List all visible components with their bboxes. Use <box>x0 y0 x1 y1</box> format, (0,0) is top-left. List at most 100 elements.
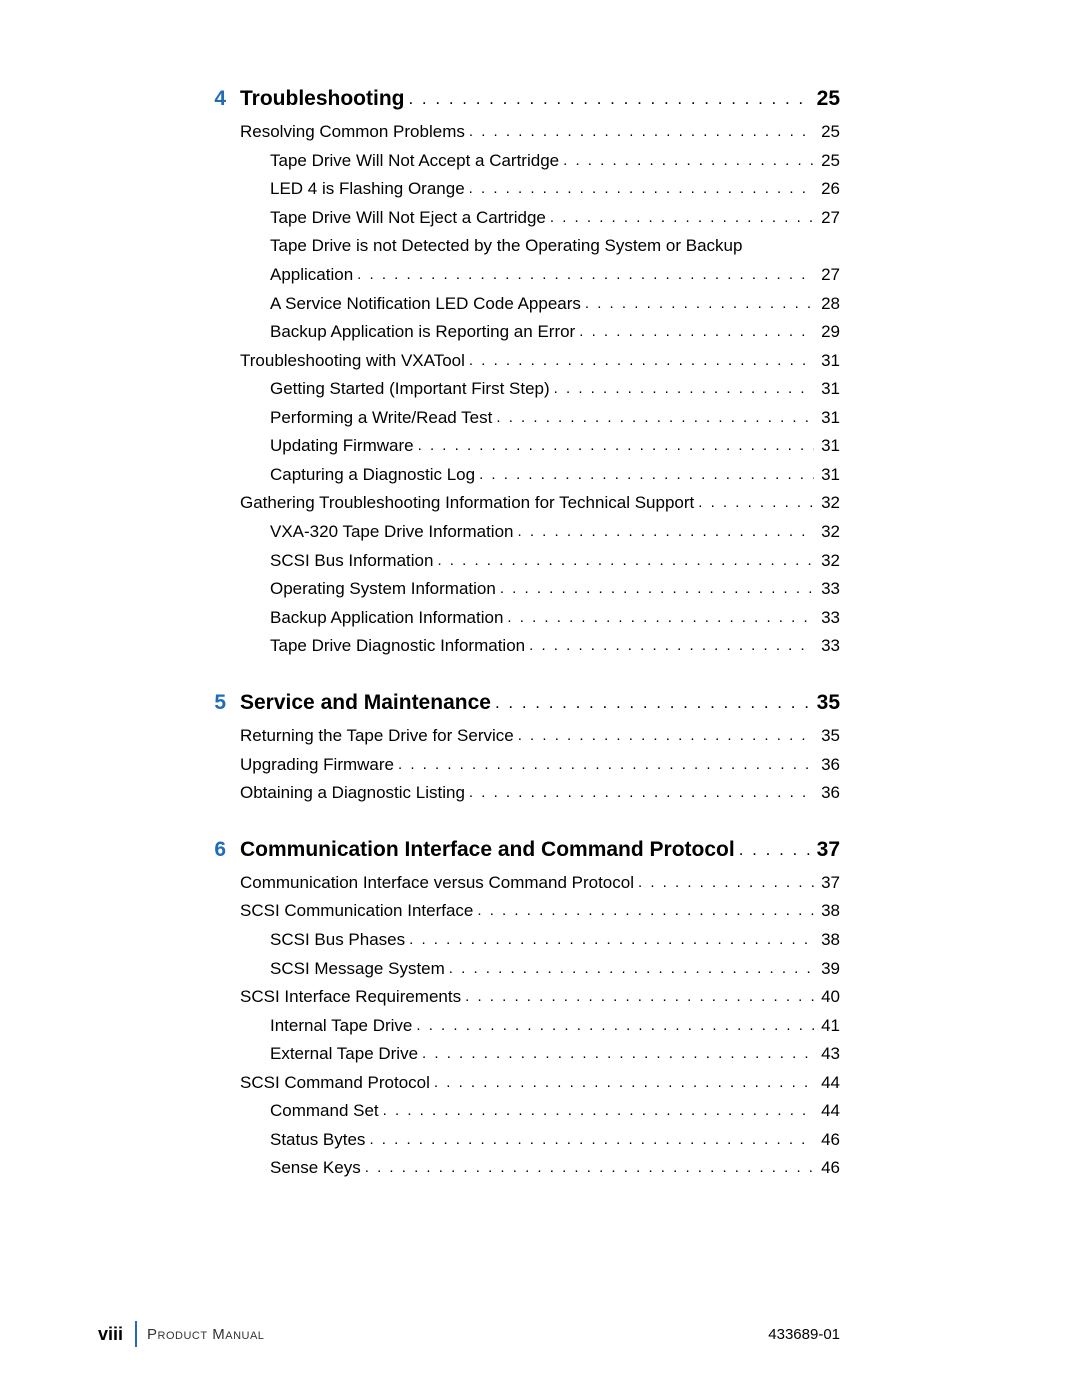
toc-entry-page: 32 <box>814 518 840 547</box>
toc-entry-text: Updating Firmware <box>270 432 414 461</box>
toc-entry-text: Communication Interface versus Command P… <box>240 869 634 898</box>
toc-leader-dots: . . . . . . . . . . . . . . . . . . . . … <box>492 405 814 430</box>
toc-entry[interactable]: Updating Firmware. . . . . . . . . . . .… <box>240 432 840 461</box>
toc-entry[interactable]: Sense Keys. . . . . . . . . . . . . . . … <box>240 1154 840 1183</box>
toc-entry-text: Sense Keys <box>270 1154 361 1183</box>
toc-entry[interactable]: SCSI Bus Information. . . . . . . . . . … <box>240 547 840 576</box>
toc-entry[interactable]: SCSI Message System. . . . . . . . . . .… <box>240 955 840 984</box>
toc-leader-dots: . . . . . . . . . . . . . . . . . . . . … <box>433 548 814 573</box>
toc-entry[interactable]: SCSI Communication Interface. . . . . . … <box>240 897 840 926</box>
toc-leader-dots: . . . . . . . . . . . . . . . . . . . . … <box>418 1041 814 1066</box>
toc-leader-dots: . . . . . . . . . . . . . . . . . . . . … <box>404 88 812 110</box>
toc-entry[interactable]: External Tape Drive. . . . . . . . . . .… <box>240 1040 840 1069</box>
toc-leader-dots: . . . . . . . . . . . . . . . . . . . . … <box>473 898 814 923</box>
toc-chapter-title: Troubleshooting <box>240 85 404 112</box>
toc-entry[interactable]: Operating System Information. . . . . . … <box>240 575 840 604</box>
toc-entry[interactable]: SCSI Command Protocol. . . . . . . . . .… <box>240 1069 840 1098</box>
toc-entry-text: Tape Drive Diagnostic Information <box>270 632 525 661</box>
toc-leader-dots: . . . . . . . . . . . . . . . . . . . . … <box>496 576 814 601</box>
toc-chapter-number: 6 <box>204 836 240 863</box>
toc-leader-dots: . . . . . . . . . . . . . . . . . . . . … <box>379 1098 814 1123</box>
toc-entry-text: Capturing a Diagnostic Log <box>270 461 475 490</box>
toc-entry[interactable]: Resolving Common Problems. . . . . . . .… <box>240 118 840 147</box>
toc-chapter-heading[interactable]: 6Communication Interface and Command Pro… <box>240 836 840 863</box>
toc-entry-text: Command Set <box>270 1097 379 1126</box>
toc-entry[interactable]: Command Set. . . . . . . . . . . . . . .… <box>240 1097 840 1126</box>
toc-entry[interactable]: LED 4 is Flashing Orange. . . . . . . . … <box>240 175 840 204</box>
toc-entry[interactable]: Internal Tape Drive. . . . . . . . . . .… <box>240 1012 840 1041</box>
toc-leader-dots: . . . . . . . . . . . . . . . . . . . . … <box>503 605 814 630</box>
toc-entry[interactable]: Status Bytes. . . . . . . . . . . . . . … <box>240 1126 840 1155</box>
toc-entry-text: Backup Application is Reporting an Error <box>270 318 575 347</box>
toc-chapter: 4Troubleshooting. . . . . . . . . . . . … <box>240 85 840 661</box>
toc-entry-page: 31 <box>814 461 840 490</box>
toc-chapter-number: 4 <box>204 85 240 112</box>
toc-leader-dots: . . . . . . . . . . . . . . . . . . . . … <box>365 1127 814 1152</box>
toc-entry[interactable]: A Service Notification LED Code Appears.… <box>240 290 840 319</box>
toc-entry-text: External Tape Drive <box>270 1040 418 1069</box>
toc-entry-page: 31 <box>814 404 840 433</box>
toc-entry-text: Tape Drive is not Detected by the Operat… <box>270 232 742 261</box>
toc-leader-dots: . . . . . . . . . . . . . . . . . . . . … <box>405 927 814 952</box>
toc-leader-dots: . . . . . . . . . . . . . . . . . . . . … <box>525 633 814 658</box>
toc-entry-text: Getting Started (Important First Step) <box>270 375 550 404</box>
toc-entry[interactable]: Tape Drive Will Not Eject a Cartridge. .… <box>240 204 840 233</box>
toc-entry[interactable]: Performing a Write/Read Test. . . . . . … <box>240 404 840 433</box>
footer-divider <box>135 1321 137 1347</box>
toc-entry-text: Application <box>270 261 353 290</box>
toc-leader-dots: . . . . . . . . . . . . . . . . . . . . … <box>465 176 814 201</box>
toc-entry[interactable]: Returning the Tape Drive for Service. . … <box>240 722 840 751</box>
toc-chapter-page: 25 <box>813 85 840 112</box>
toc-entry[interactable]: Tape Drive Will Not Accept a Cartridge. … <box>240 147 840 176</box>
toc-entry-page: 46 <box>814 1154 840 1183</box>
toc-chapter: 6Communication Interface and Command Pro… <box>240 836 840 1183</box>
toc-entry[interactable]: Obtaining a Diagnostic Listing. . . . . … <box>240 779 840 808</box>
toc-entry-page: 31 <box>814 375 840 404</box>
toc-entry-continuation[interactable]: Application. . . . . . . . . . . . . . .… <box>240 261 840 290</box>
footer-page-number: viii <box>98 1324 135 1345</box>
toc-entry[interactable]: Gathering Troubleshooting Information fo… <box>240 489 840 518</box>
toc-entry-text: SCSI Communication Interface <box>240 897 473 926</box>
toc-entry-page: 32 <box>814 547 840 576</box>
toc-entry[interactable]: Troubleshooting with VXATool. . . . . . … <box>240 347 840 376</box>
toc-entry-page: 38 <box>814 897 840 926</box>
toc-leader-dots: . . . . . . . . . . . . . . . . . . . . … <box>735 839 813 861</box>
toc-entry-page: 36 <box>814 779 840 808</box>
toc-entry-text: Backup Application Information <box>270 604 503 633</box>
toc-entry[interactable]: Tape Drive is not Detected by the Operat… <box>240 232 840 261</box>
toc-entry-text: Returning the Tape Drive for Service <box>240 722 514 751</box>
toc-entry-text: Status Bytes <box>270 1126 365 1155</box>
toc-entry[interactable]: Tape Drive Diagnostic Information. . . .… <box>240 632 840 661</box>
toc-entry[interactable]: VXA-320 Tape Drive Information. . . . . … <box>240 518 840 547</box>
toc-entry-page: 29 <box>814 318 840 347</box>
toc-leader-dots: . . . . . . . . . . . . . . . . . . . . … <box>550 376 814 401</box>
toc-leader-dots: . . . . . . . . . . . . . . . . . . . . … <box>353 262 814 287</box>
toc-entry-text: LED 4 is Flashing Orange <box>270 175 465 204</box>
toc-entry-page: 27 <box>814 261 840 290</box>
toc-entry[interactable]: Upgrading Firmware. . . . . . . . . . . … <box>240 751 840 780</box>
toc-entry[interactable]: SCSI Bus Phases. . . . . . . . . . . . .… <box>240 926 840 955</box>
toc-entry-page: 36 <box>814 751 840 780</box>
toc-leader-dots: . . . . . . . . . . . . . . . . . . . . … <box>559 148 814 173</box>
toc-entry[interactable]: Communication Interface versus Command P… <box>240 869 840 898</box>
toc-leader-dots: . . . . . . . . . . . . . . . . . . . . … <box>414 433 814 458</box>
toc-chapter-heading[interactable]: 5Service and Maintenance. . . . . . . . … <box>240 689 840 716</box>
toc-leader-dots: . . . . . . . . . . . . . . . . . . . . … <box>581 291 814 316</box>
toc-entry[interactable]: Capturing a Diagnostic Log. . . . . . . … <box>240 461 840 490</box>
toc-entry-text: Tape Drive Will Not Eject a Cartridge <box>270 204 546 233</box>
toc-entry[interactable]: SCSI Interface Requirements. . . . . . .… <box>240 983 840 1012</box>
toc-entry-page: 40 <box>814 983 840 1012</box>
toc-entry-text: Obtaining a Diagnostic Listing <box>240 779 465 808</box>
toc-entry-text: Internal Tape Drive <box>270 1012 412 1041</box>
toc-leader-dots: . . . . . . . . . . . . . . . . . . . . … <box>430 1070 814 1095</box>
toc-chapter-heading[interactable]: 4Troubleshooting. . . . . . . . . . . . … <box>240 85 840 112</box>
toc-leader-dots: . . . . . . . . . . . . . . . . . . . . … <box>461 984 814 1009</box>
toc-entry-page: 37 <box>814 869 840 898</box>
toc-entry-text: Tape Drive Will Not Accept a Cartridge <box>270 147 559 176</box>
footer-doc-number: 433689-01 <box>768 1326 840 1343</box>
toc-entry[interactable]: Backup Application is Reporting an Error… <box>240 318 840 347</box>
toc-leader-dots: . . . . . . . . . . . . . . . . . . . . … <box>361 1155 814 1180</box>
toc-leader-dots: . . . . . . . . . . . . . . . . . . . . … <box>394 752 814 777</box>
toc-entry[interactable]: Getting Started (Important First Step). … <box>240 375 840 404</box>
toc-entry[interactable]: Backup Application Information. . . . . … <box>240 604 840 633</box>
